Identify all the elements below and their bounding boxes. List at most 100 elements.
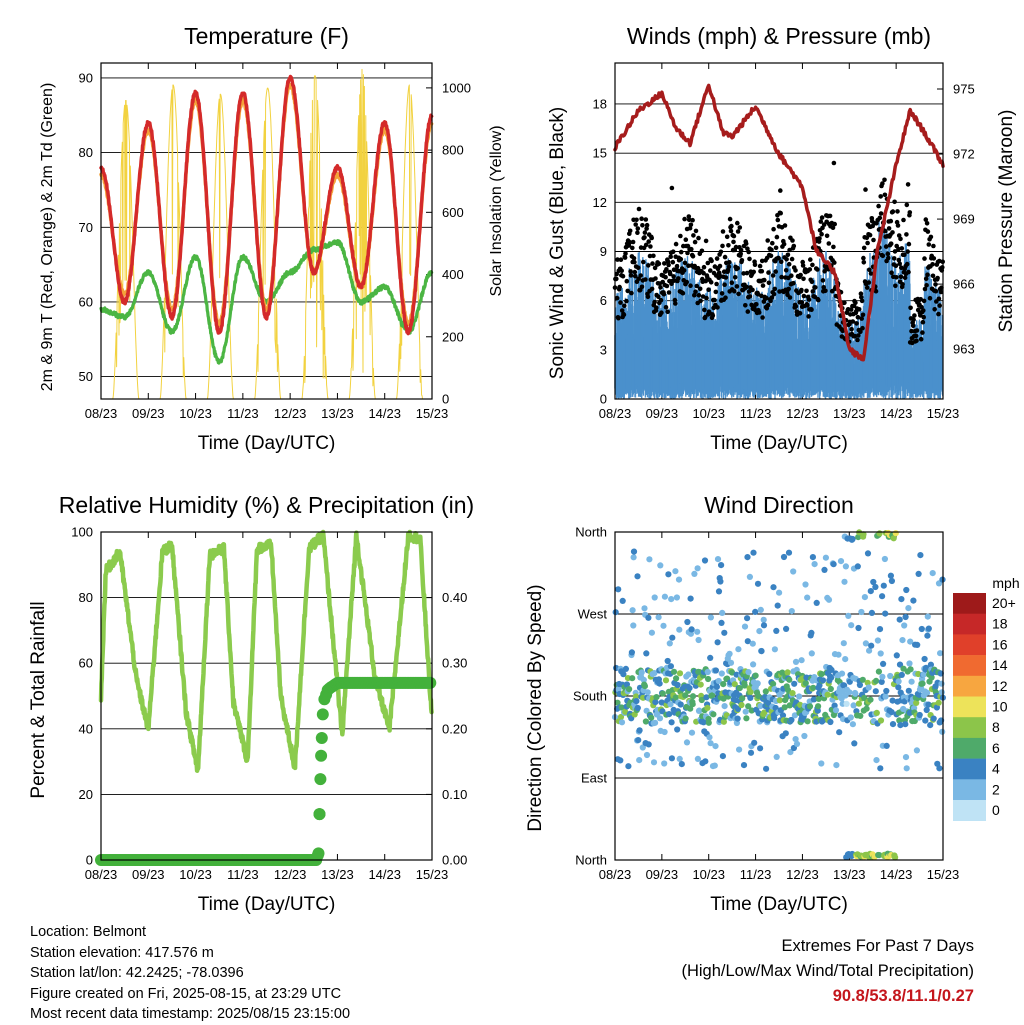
winds-gust-point bbox=[775, 217, 781, 223]
wind-direction-point bbox=[806, 703, 814, 710]
winds-gust-point bbox=[714, 281, 719, 287]
winds-gust-point bbox=[895, 209, 900, 214]
winds-gust-point bbox=[858, 291, 864, 297]
wind-direction-point bbox=[855, 624, 862, 632]
winds-gust-point bbox=[832, 260, 837, 265]
wind-direction-point bbox=[927, 661, 935, 668]
wind-direction-legend-swatch bbox=[953, 737, 986, 759]
winds-gust-point bbox=[925, 229, 931, 234]
winds-x-tick-label: 10/23 bbox=[692, 406, 725, 421]
winds-gust-point bbox=[628, 273, 634, 278]
winds-gust-point bbox=[892, 199, 897, 205]
wind-direction-point bbox=[666, 711, 673, 718]
winds-y-tick-label: 15 bbox=[593, 146, 607, 161]
winds-gust-point bbox=[817, 236, 822, 241]
wind-direction-point bbox=[848, 622, 855, 629]
wind-direction-point bbox=[873, 757, 880, 764]
wind-direction-point bbox=[887, 572, 895, 579]
wind-direction-point bbox=[650, 759, 658, 766]
winds-gust-point bbox=[876, 203, 881, 209]
winds-gust-point bbox=[853, 300, 858, 306]
wind-direction-point bbox=[695, 636, 702, 644]
winds-gust-point bbox=[693, 289, 698, 295]
winds-gust-point bbox=[832, 221, 837, 227]
winds-gust-point bbox=[925, 272, 930, 278]
wind-direction-point bbox=[726, 650, 733, 657]
temperature-ylabel: 2m & 9m T (Red, Orange) & 2m Td (Green) bbox=[39, 83, 56, 392]
winds-gust-point bbox=[898, 236, 903, 242]
wind-direction-point bbox=[641, 605, 648, 612]
winds-gust-point bbox=[892, 249, 898, 254]
wind-direction-point bbox=[738, 701, 745, 709]
winds-gust-point bbox=[692, 292, 697, 298]
winds-gust-point bbox=[676, 276, 681, 281]
humidity-precip-point bbox=[314, 773, 327, 786]
winds-gust-point bbox=[756, 310, 762, 315]
wind-direction-point bbox=[630, 548, 638, 555]
wind-direction-point bbox=[889, 721, 897, 728]
winds-gust-point bbox=[671, 274, 676, 279]
winds-gust-point bbox=[627, 228, 633, 234]
wind-direction-point bbox=[846, 689, 853, 696]
winds-gust-point bbox=[709, 258, 714, 264]
winds-gust-point bbox=[739, 258, 745, 263]
winds-gust-point bbox=[871, 237, 876, 243]
wind-direction-point bbox=[873, 677, 880, 685]
wind-direction-point bbox=[903, 765, 910, 772]
wind-direction-point bbox=[877, 765, 884, 772]
winds-gust-point bbox=[726, 243, 731, 248]
wind-direction-point bbox=[642, 718, 650, 725]
wind-direction-point bbox=[686, 685, 693, 692]
winds-gust-point bbox=[686, 217, 692, 223]
winds-gust-point bbox=[820, 278, 826, 283]
wind-direction-point bbox=[856, 681, 864, 689]
temperature-plot-area bbox=[101, 63, 432, 399]
wind-direction-point bbox=[665, 571, 672, 578]
winds-y2label: Station Pressure (Maroon) bbox=[996, 110, 1017, 333]
winds-title: Winds (mph) & Pressure (mb) bbox=[627, 23, 931, 49]
winds-gust-point bbox=[692, 239, 698, 245]
wind-direction-point bbox=[703, 694, 710, 701]
winds-gust-point bbox=[724, 234, 730, 240]
wind-direction-point bbox=[705, 675, 712, 683]
wind-direction-legend-label: 18 bbox=[992, 616, 1008, 632]
winds-gust-point bbox=[793, 268, 798, 273]
wind-direction-point bbox=[876, 626, 884, 633]
wind-direction-point bbox=[685, 671, 692, 678]
wind-direction-point bbox=[861, 594, 869, 601]
wind-direction-point bbox=[873, 709, 880, 717]
winds-x-tick-label: 09/23 bbox=[646, 406, 679, 421]
wind-direction-point bbox=[672, 694, 679, 701]
temperature-border bbox=[100, 62, 433, 400]
wind-direction-point bbox=[667, 701, 674, 708]
winds-gust-point bbox=[855, 337, 860, 343]
wind-direction-point bbox=[863, 705, 870, 712]
wind-direction-point bbox=[867, 696, 874, 703]
wind-direction-point bbox=[615, 686, 622, 693]
winds-gust-point bbox=[888, 218, 894, 224]
winds-gust-point bbox=[643, 277, 648, 282]
winds-gust-point bbox=[719, 291, 725, 296]
wind-direction-point bbox=[766, 670, 773, 678]
wind-direction-legend-label: 6 bbox=[992, 740, 1000, 756]
winds-gust-point bbox=[698, 298, 703, 304]
winds-gust-point bbox=[632, 259, 637, 265]
winds-gust-point bbox=[670, 259, 676, 265]
winds-gust-point bbox=[859, 295, 864, 300]
humidity-ylabel: Percent & Total Rainfall bbox=[28, 601, 49, 798]
wind-direction-point bbox=[617, 757, 624, 764]
wind-direction-point bbox=[719, 609, 726, 617]
wind-direction-border bbox=[614, 531, 944, 861]
winds-gust-point bbox=[827, 213, 833, 219]
winds-gust-point bbox=[738, 251, 743, 257]
winds-gust-point bbox=[808, 257, 813, 262]
winds-x-tick-label: 15/23 bbox=[927, 406, 960, 421]
winds-gust-point bbox=[690, 217, 695, 223]
winds-gust-point bbox=[688, 222, 694, 228]
winds-gust-point bbox=[849, 327, 854, 332]
winds-gust-point bbox=[779, 274, 784, 280]
wind-direction-point bbox=[664, 657, 671, 665]
winds-y2-tick-label: 969 bbox=[953, 212, 975, 227]
temperature-x-tick-label: 12/23 bbox=[274, 406, 307, 421]
winds-gust-point bbox=[685, 250, 690, 256]
